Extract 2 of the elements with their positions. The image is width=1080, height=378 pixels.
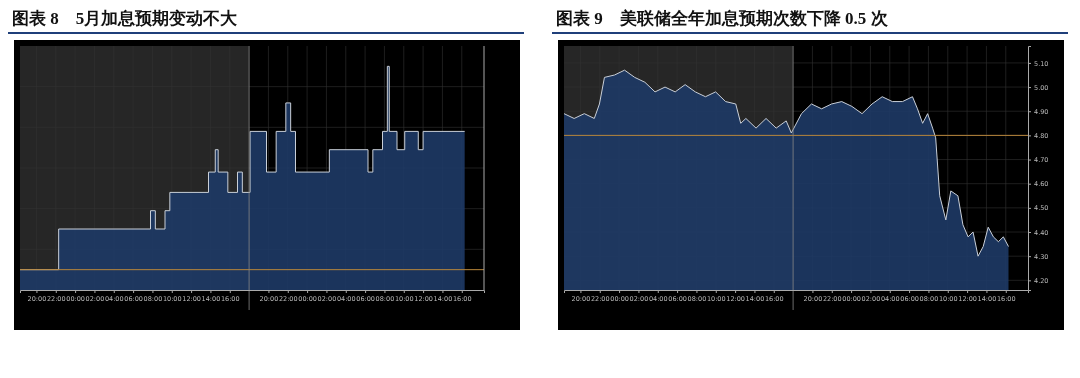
chart-title: 图表 9 美联储全年加息预期次数下降 0.5 次: [556, 9, 889, 28]
chart-title: 图表 8 5月加息预期变动不大: [12, 9, 239, 28]
